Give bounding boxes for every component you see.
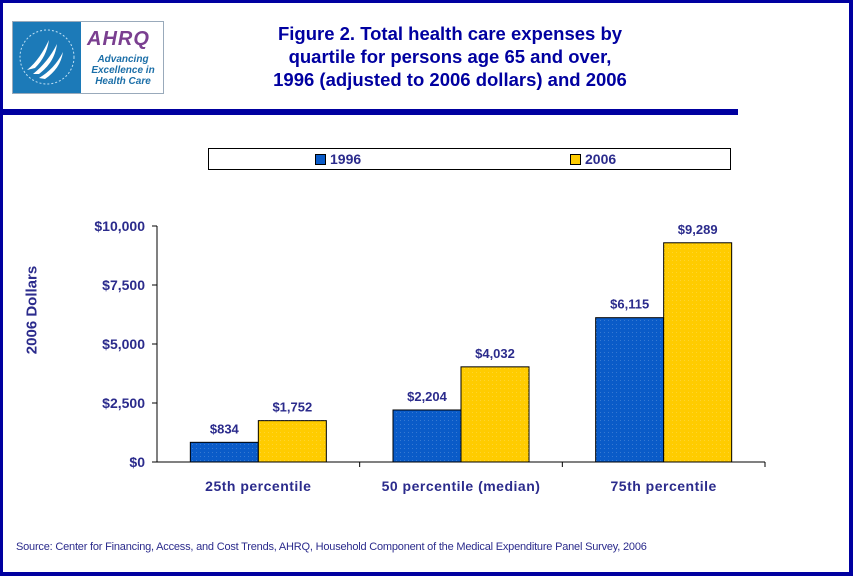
legend-swatch-1996 xyxy=(315,153,326,165)
data-label: $4,032 xyxy=(475,346,515,361)
title-line-1: Figure 2. Total health care expenses by xyxy=(277,23,623,44)
ahrq-brand: AHRQ xyxy=(87,28,150,50)
tagline-line: Excellence in xyxy=(91,65,155,76)
x-category-label: 50 percentile (median) xyxy=(382,478,541,494)
title-divider xyxy=(0,109,738,115)
y-tick-label: $2,500 xyxy=(102,395,145,411)
x-category-label: 75th percentile xyxy=(611,478,717,494)
ahrq-logo: AHRQ Advancing Excellence in Health Care xyxy=(12,21,164,94)
source-note: Source: Center for Financing, Access, an… xyxy=(16,541,647,553)
data-label: $1,752 xyxy=(272,400,312,415)
y-tick-label: $7,500 xyxy=(102,277,145,293)
title-line-3: 1996 (adjusted to 2006 dollars) and 2006 xyxy=(273,69,627,90)
data-label: $834 xyxy=(210,421,240,436)
bar-texture xyxy=(190,442,259,462)
legend-item-2006: 2006 xyxy=(570,151,616,167)
y-tick-label: $5,000 xyxy=(102,336,145,352)
bar-texture xyxy=(393,409,461,462)
tagline-line: Advancing xyxy=(97,54,149,65)
y-tick-label: $10,000 xyxy=(94,218,145,234)
bar-texture xyxy=(663,242,732,462)
bar-texture xyxy=(258,420,327,462)
data-label: $2,204 xyxy=(407,389,448,404)
bar-texture xyxy=(595,317,664,462)
legend-label-2006: 2006 xyxy=(585,151,617,167)
bar-texture xyxy=(461,366,529,462)
tagline-line: Health Care xyxy=(95,76,151,87)
x-category-label: 25th percentile xyxy=(205,478,311,494)
legend-item-1996: 1996 xyxy=(315,151,361,167)
title-line-2: quartile for persons age 65 and over, xyxy=(288,46,612,67)
legend-label-1996: 1996 xyxy=(330,151,362,167)
hhs-eagle-icon xyxy=(13,22,81,93)
legend-swatch-2006 xyxy=(570,153,581,165)
y-tick-label: $0 xyxy=(129,454,145,470)
chart-title: Figure 2. Total health care expenses by … xyxy=(200,22,700,91)
ahrq-tagline: Advancing Excellence in Health Care xyxy=(85,54,161,87)
data-label: $9,289 xyxy=(678,222,718,237)
data-label: $6,115 xyxy=(610,297,649,312)
legend: 1996 2006 xyxy=(208,148,731,170)
